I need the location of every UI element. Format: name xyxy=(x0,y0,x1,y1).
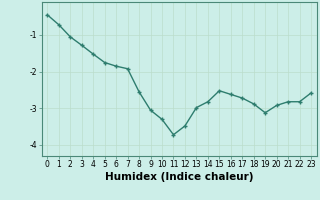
X-axis label: Humidex (Indice chaleur): Humidex (Indice chaleur) xyxy=(105,172,253,182)
